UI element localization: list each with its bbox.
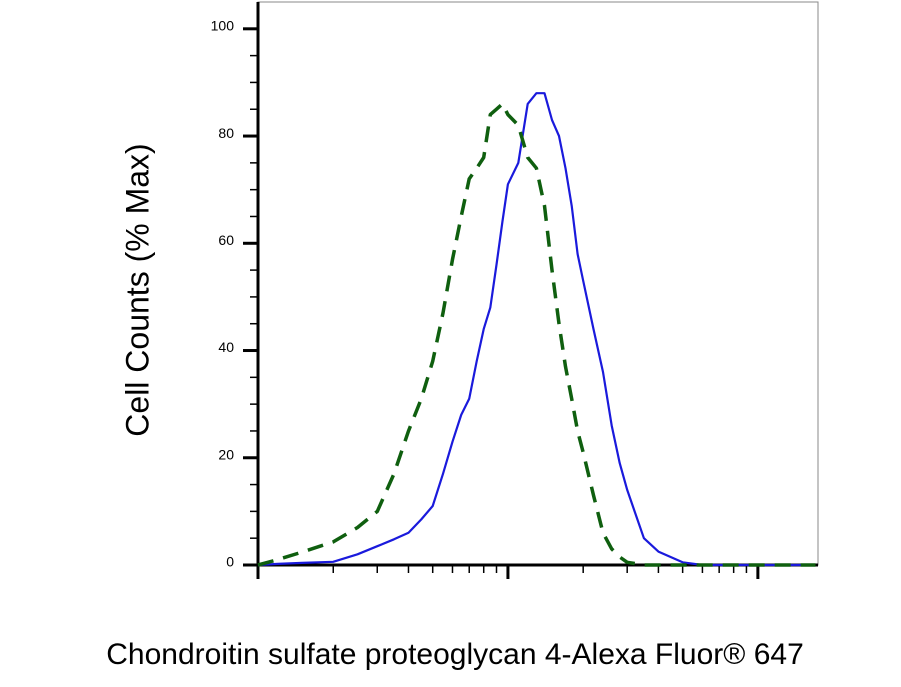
data-line xyxy=(257,102,816,567)
y-tick-label: 0 xyxy=(226,554,234,570)
y-tick-label: 80 xyxy=(218,125,234,141)
y-axis-label: Cell Counts (% Max) xyxy=(119,143,155,436)
plot-frame xyxy=(257,1,819,566)
data-line xyxy=(257,92,816,567)
y-tick-label: 40 xyxy=(218,339,234,355)
x-axis-label: Chondroitin sulfate proteoglycan 4-Alexa… xyxy=(106,638,804,671)
y-tick-label: 100 xyxy=(211,18,235,34)
y-tick-label: 20 xyxy=(218,446,234,462)
y-tick-label: 60 xyxy=(218,232,234,248)
